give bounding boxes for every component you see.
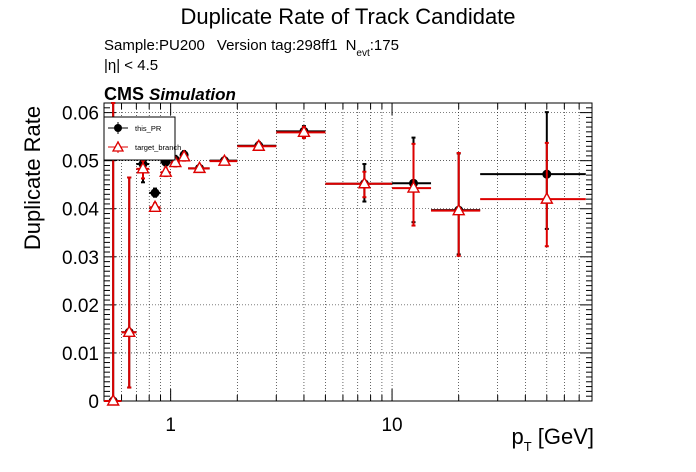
data-point-target-branch [106,393,120,406]
data-point-target-branch [452,203,466,216]
x-axis-label: pT [GeV] [511,424,594,454]
simulation-label: Simulation [149,85,236,104]
sample-label: Sample:PU200 [104,37,205,54]
data-point-target-branch [297,124,311,138]
data-point-target-branch [168,155,183,168]
chart-title: Duplicate Rate of Track Candidate [180,4,515,29]
y-tick-label: 0 [88,392,99,413]
legend-this-pr-label: this_PR [135,124,162,133]
x-tick-label: 1 [165,415,176,436]
legend-target-marker [111,140,125,152]
y-tick-label: 0.01 [62,344,99,365]
data-point-target-branch [217,153,232,166]
nevt-label: N [346,37,357,54]
legend-box [103,116,176,161]
data-points [104,102,586,406]
eta-cut-label: |η| < 4.5 [104,57,158,74]
data-point-target-branch [159,164,173,177]
nevt-subscript: evt [356,48,370,59]
info-line: Sample:PU200 Version tag:298ff1 Nevt:175 [104,37,399,59]
y-axis-label: Duplicate Rate [20,106,45,250]
data-point-this-pr [150,188,160,198]
y-tick-label: 0.06 [62,104,99,125]
nevt-value: :175 [370,37,399,54]
legend-this-pr-marker [114,124,122,132]
data-point-target-branch [122,324,136,337]
data-point-target-branch [192,160,207,174]
data-point-target-branch [540,191,554,204]
data-point-target-branch [357,176,372,189]
y-tick-label: 0.04 [62,200,99,221]
x-tick-label: 10 [381,415,402,436]
legend-target-label: target_branch [135,143,181,152]
data-point-target-branch [406,180,421,193]
data-point-target-branch [177,149,191,162]
data-point-target-branch [136,161,150,174]
y-tick-label: 0.03 [62,248,99,269]
data-point-target-branch [148,199,162,212]
y-tick-label: 0.05 [62,152,99,173]
legend: this_PR target_branch [103,116,181,161]
y-tick-label: 0.02 [62,296,99,317]
cms-label: CMS Simulation [104,84,236,104]
data-point-target-branch [252,138,266,151]
version-label: Version tag:298ff1 [217,37,338,54]
